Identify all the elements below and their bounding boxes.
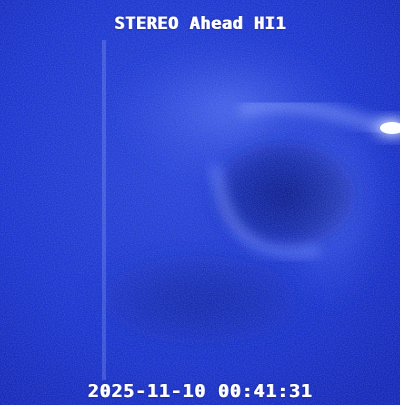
solar-wind-image	[0, 0, 400, 405]
noise-overlay	[0, 0, 400, 405]
heliospheric-imager-view	[0, 0, 400, 405]
